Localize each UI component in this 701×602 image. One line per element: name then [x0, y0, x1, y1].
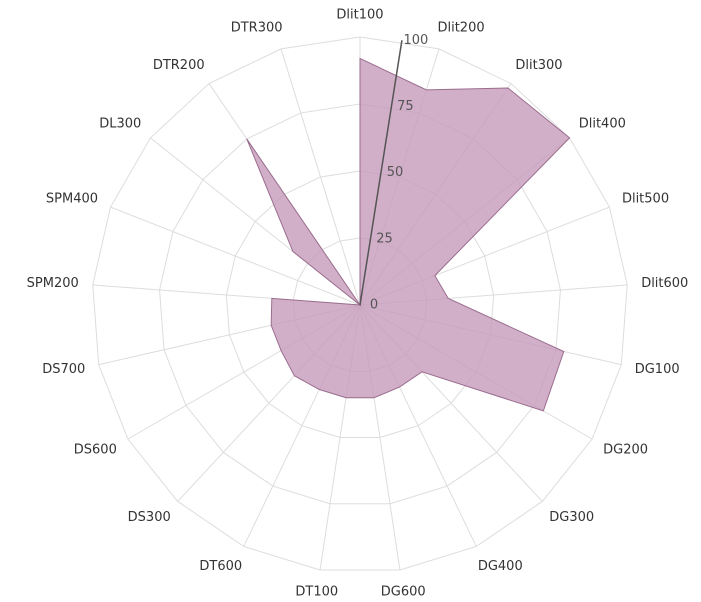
tick-label: 0 [370, 298, 378, 313]
category-label: DS600 [74, 443, 117, 458]
category-label: Dlit400 [579, 117, 626, 132]
category-label: Dlit600 [641, 276, 688, 291]
category-label: DG400 [478, 559, 523, 574]
tick-label: 75 [397, 99, 414, 114]
category-label: DS300 [128, 510, 171, 525]
category-label: DG200 [603, 443, 648, 458]
category-label: DG300 [549, 510, 594, 525]
spoke [280, 48, 361, 306]
grid-ring [225, 170, 495, 439]
grid-ring [159, 103, 561, 505]
category-label: DG100 [635, 362, 680, 377]
category-label: DTR200 [153, 58, 205, 73]
category-label: DL300 [99, 117, 141, 132]
tick-label: 25 [376, 231, 393, 246]
data-area [246, 57, 571, 412]
category-label: DG600 [381, 584, 426, 599]
tick-label: 100 [404, 33, 429, 48]
spoke [110, 206, 361, 306]
category-label: DTR300 [231, 20, 283, 35]
category-label: Dlit100 [336, 8, 383, 23]
category-label: DT600 [199, 559, 242, 574]
category-label: Dlit300 [515, 58, 562, 73]
grid-ring [92, 36, 628, 571]
radial-axis [359, 40, 403, 306]
category-label: SPM200 [27, 276, 79, 291]
category-label: SPM400 [46, 192, 98, 207]
category-label: Dlit200 [437, 20, 484, 35]
category-label: DS700 [42, 362, 85, 377]
tick-label: 50 [387, 165, 404, 180]
category-label: Dlit500 [622, 192, 669, 207]
category-label: DT100 [295, 584, 338, 599]
